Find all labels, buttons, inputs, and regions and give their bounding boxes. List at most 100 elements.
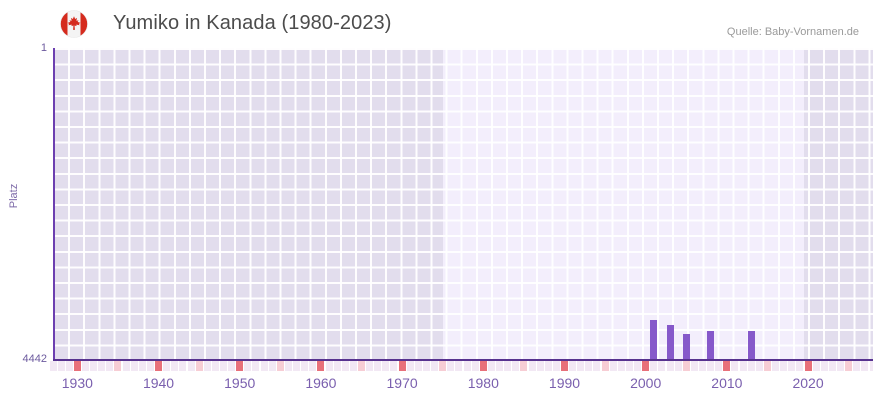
x-axis-tick-minor-1928	[57, 361, 65, 371]
x-axis-tick-minor-1937	[130, 361, 138, 371]
x-axis-tick-minor-2018	[788, 361, 796, 371]
x-axis-tick-minor-2021	[812, 361, 820, 371]
chart-header: Yumiko in Kanada (1980-2023) Quelle: Bab…	[0, 0, 873, 48]
x-axis-tick-major-1930	[73, 361, 81, 371]
x-axis-tick-minor-2011	[731, 361, 739, 371]
x-axis-tick-minor-1992	[577, 361, 585, 371]
x-axis-tick-minor-1962	[333, 361, 341, 371]
x-axis-tick-minor-1958	[301, 361, 309, 371]
x-axis-label-1990: 1990	[548, 375, 581, 391]
x-axis-tick-minor-2004	[674, 361, 682, 371]
x-axis-tick-minor-1978	[463, 361, 471, 371]
x-axis-tick-half-1935	[114, 361, 122, 371]
x-axis-tick-minor-1987	[536, 361, 544, 371]
x-axis-tick-minor-1927	[49, 361, 57, 371]
x-axis-tick-minor-1957	[293, 361, 301, 371]
x-axis-tick-minor-1991	[569, 361, 577, 371]
y-axis-line	[53, 48, 55, 360]
plot-band-highlight	[443, 48, 804, 360]
y-axis-tick-top: 1	[40, 42, 47, 54]
x-axis-tick-minor-1986	[528, 361, 536, 371]
x-axis-tick-minor-1956	[284, 361, 292, 371]
x-axis-tick-major-2010	[723, 361, 731, 371]
x-axis-tick-minor-2019	[796, 361, 804, 371]
x-axis-tick-major-1970	[398, 361, 406, 371]
x-axis-tick-minor-2028	[869, 361, 873, 371]
x-axis-tick-major-2000	[642, 361, 650, 371]
x-axis-tick-minor-1998	[625, 361, 633, 371]
x-axis-tick-minor-1943	[179, 361, 187, 371]
x-axis-tick-minor-2027	[861, 361, 869, 371]
x-axis-tick-minor-1938	[138, 361, 146, 371]
y-axis-tick-bottom: 4442	[22, 353, 47, 365]
x-axis-tick-minor-1983	[504, 361, 512, 371]
x-axis-tick-minor-1979	[471, 361, 479, 371]
x-axis-tick-major-2020	[804, 361, 812, 371]
source-attribution: Quelle: Baby-Vornamen.de	[726, 26, 859, 38]
bar-2005[interactable]	[682, 334, 690, 360]
x-axis-tick-minor-2016	[772, 361, 780, 371]
x-axis-label-1930: 1930	[61, 375, 93, 391]
plot-band-post	[804, 48, 873, 360]
x-axis-tick-minor-2017	[780, 361, 788, 371]
x-axis-tick-minor-1989	[552, 361, 560, 371]
x-axis-tick-minor-1994	[593, 361, 601, 371]
x-axis-tick-minor-2008	[707, 361, 715, 371]
x-axis-tick-minor-2014	[755, 361, 763, 371]
bar-2003[interactable]	[666, 325, 674, 360]
x-axis-tick-half-2005	[682, 361, 690, 371]
x-axis-tick-minor-2022	[820, 361, 828, 371]
x-axis-label-1950: 1950	[224, 375, 256, 391]
x-axis-tick-minor-1981	[487, 361, 495, 371]
x-axis-tick-minor-1966	[366, 361, 374, 371]
x-axis-label-1970: 1970	[386, 375, 418, 391]
x-axis-tick-major-1990	[560, 361, 568, 371]
x-axis-tick-minor-1984	[512, 361, 520, 371]
x-axis-tick-minor-1982	[496, 361, 504, 371]
x-axis-tick-minor-2012	[739, 361, 747, 371]
page-title: Yumiko in Kanada (1980-2023)	[113, 12, 392, 34]
x-axis-label-1960: 1960	[305, 375, 337, 391]
x-axis-tick-minor-2024	[837, 361, 845, 371]
x-axis-tick-minor-1977	[455, 361, 463, 371]
bar-2001[interactable]	[650, 320, 658, 360]
x-axis-tick-minor-1959	[309, 361, 317, 371]
x-axis-tick-minor-2026	[853, 361, 861, 371]
x-axis-tick-major-1940	[155, 361, 163, 371]
x-axis-tick-minor-2013	[747, 361, 755, 371]
bar-2013[interactable]	[747, 331, 755, 360]
x-axis-tick-minor-1996	[609, 361, 617, 371]
x-axis-tick-minor-1961	[325, 361, 333, 371]
x-axis-tick-minor-2002	[658, 361, 666, 371]
x-axis-label-1940: 1940	[142, 375, 175, 391]
x-axis-tick-minor-1952	[252, 361, 260, 371]
x-axis-tick-half-1955	[276, 361, 284, 371]
x-axis-tick-minor-1953	[260, 361, 268, 371]
x-axis-tick-half-2015	[763, 361, 771, 371]
x-axis-tick-minor-1967	[374, 361, 382, 371]
x-axis-tick-minor-2009	[715, 361, 723, 371]
x-axis-tick-minor-1944	[187, 361, 195, 371]
x-axis-tick-minor-2007	[699, 361, 706, 371]
x-axis-tick-minor-1947	[211, 361, 219, 371]
x-axis-tick-minor-1933	[98, 361, 106, 371]
x-axis-tick-minor-1999	[634, 361, 642, 371]
x-axis-tick-minor-2003	[666, 361, 674, 371]
x-axis-tick-minor-1964	[349, 361, 357, 371]
x-axis-label-2020: 2020	[792, 375, 824, 391]
x-axis-tick-minor-1941	[163, 361, 171, 371]
bar-2008[interactable]	[707, 331, 715, 360]
x-axis-tick-major-1960	[317, 361, 325, 371]
x-axis-tick-minor-1997	[617, 361, 625, 371]
x-axis-label-2000: 2000	[630, 375, 662, 391]
x-axis-tick-major-1950	[236, 361, 244, 371]
x-axis-tick-minor-1954	[268, 361, 276, 371]
x-axis-tick-half-1995	[601, 361, 609, 371]
x-axis-tick-minor-1974	[431, 361, 439, 371]
x-axis-tick-minor-1969	[390, 361, 398, 371]
x-axis-tick-minor-2006	[690, 361, 698, 371]
x-axis-tick-minor-1929	[65, 361, 73, 371]
x-axis-tick-minor-2023	[828, 361, 836, 371]
x-axis-tick-minor-1972	[414, 361, 422, 371]
